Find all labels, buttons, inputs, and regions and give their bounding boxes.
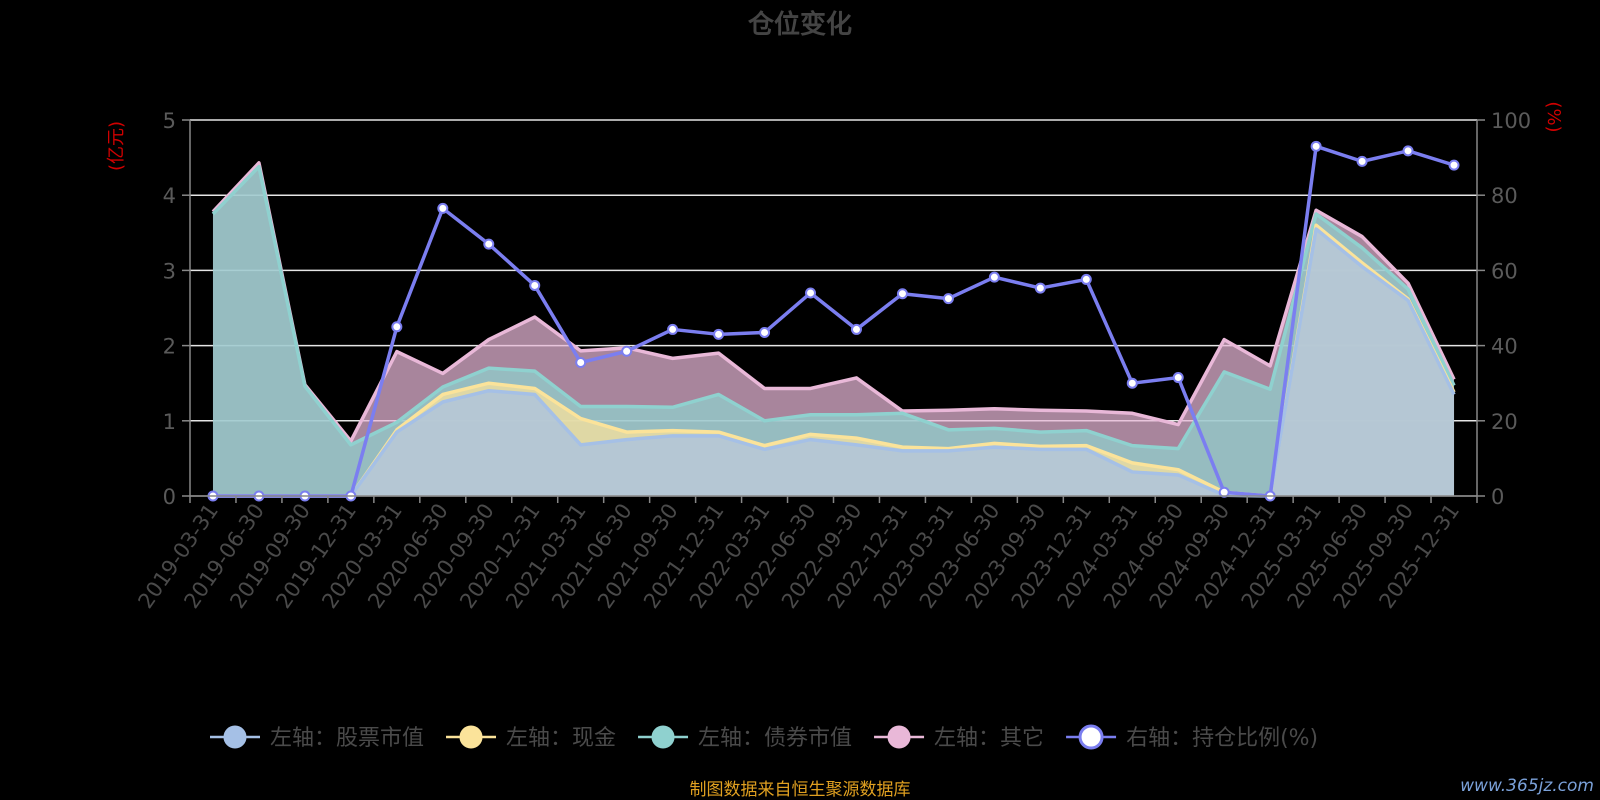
right-tick-label: 60: [1491, 259, 1518, 283]
left-tick-label: 5: [163, 109, 176, 133]
ratio-point: [1172, 372, 1184, 384]
left-tick-label: 0: [163, 485, 176, 509]
line-左轴：债券市值: [211, 164, 1456, 451]
legend-item[interactable]: 左轴：债券市值: [638, 725, 852, 751]
ratio-point: [667, 323, 679, 335]
right-tick-label: 100: [1491, 109, 1531, 133]
line-左轴：其它: [211, 161, 1456, 443]
ratio-point: [391, 321, 403, 333]
left-tick-label: 1: [163, 410, 176, 434]
ratio-point: [621, 345, 633, 357]
legend-item[interactable]: 左轴：现金: [446, 725, 616, 751]
legend-marker: [887, 725, 911, 749]
right-tick-label: 0: [1491, 485, 1504, 509]
left-axis-unit: (亿元): [106, 121, 127, 171]
ratio-point: [529, 279, 541, 291]
right-tick-label: 20: [1491, 410, 1518, 434]
watermark: www.365jz.com: [1460, 776, 1594, 796]
ratio-point: [988, 271, 1000, 283]
legend-label: 左轴：其它: [934, 726, 1044, 751]
ratio-point: [1034, 282, 1046, 294]
ratio-point: [759, 326, 771, 338]
line-右轴：持仓比例(%): [212, 144, 1455, 498]
legend-label: 左轴：债券市值: [698, 726, 852, 751]
right-tick-label: 80: [1491, 184, 1518, 208]
ratio-point: [1126, 377, 1138, 389]
ratio-point: [1356, 155, 1368, 167]
left-tick-label: 3: [163, 259, 176, 283]
legend[interactable]: 左轴：股票市值 左轴：现金 左轴：债券市值 左轴：其它 右轴：持仓比例(%): [210, 724, 1318, 751]
right-tick-label: 40: [1491, 335, 1518, 359]
ratio-point: [1448, 159, 1460, 171]
legend-item[interactable]: 右轴：持仓比例(%): [1066, 724, 1318, 751]
legend-marker: [651, 725, 675, 749]
ratio-point: [1080, 273, 1092, 285]
legend-marker: [1078, 724, 1104, 750]
ratio-point: [850, 323, 862, 335]
ratio-point: [437, 202, 449, 214]
ratio-point: [575, 357, 587, 369]
legend-marker: [223, 725, 247, 749]
right-axis-ticks: 0 20 40 60 80 100: [1477, 109, 1531, 509]
source-note: 制图数据来自恒生聚源数据库: [690, 780, 911, 800]
legend-item[interactable]: 左轴：股票市值: [210, 725, 424, 751]
ratio-point: [713, 328, 725, 340]
legend-label: 右轴：持仓比例(%): [1126, 726, 1318, 751]
area-左轴：股票市值: [212, 229, 1455, 497]
ratio-point: [896, 288, 908, 300]
ratio-point: [1402, 145, 1414, 157]
right-axis-unit: (%): [1543, 101, 1564, 132]
ratio-point: [1310, 140, 1322, 152]
left-tick-label: 2: [163, 335, 176, 359]
left-axis-ticks: 0 1 2 3 4 5: [163, 109, 190, 509]
legend-marker: [459, 725, 483, 749]
x-axis-ticks: 2019-03-312019-06-302019-09-302019-12-31…: [133, 496, 1478, 613]
ratio-point: [483, 238, 495, 250]
left-tick-label: 4: [163, 184, 176, 208]
series-areas: [212, 162, 1455, 497]
legend-label: 左轴：股票市值: [270, 726, 424, 751]
legend-item[interactable]: 左轴：其它: [874, 725, 1044, 751]
ratio-point: [942, 293, 954, 305]
legend-label: 左轴：现金: [506, 726, 616, 751]
ratio-point: [805, 287, 817, 299]
chart-title: 仓位变化: [747, 9, 852, 40]
